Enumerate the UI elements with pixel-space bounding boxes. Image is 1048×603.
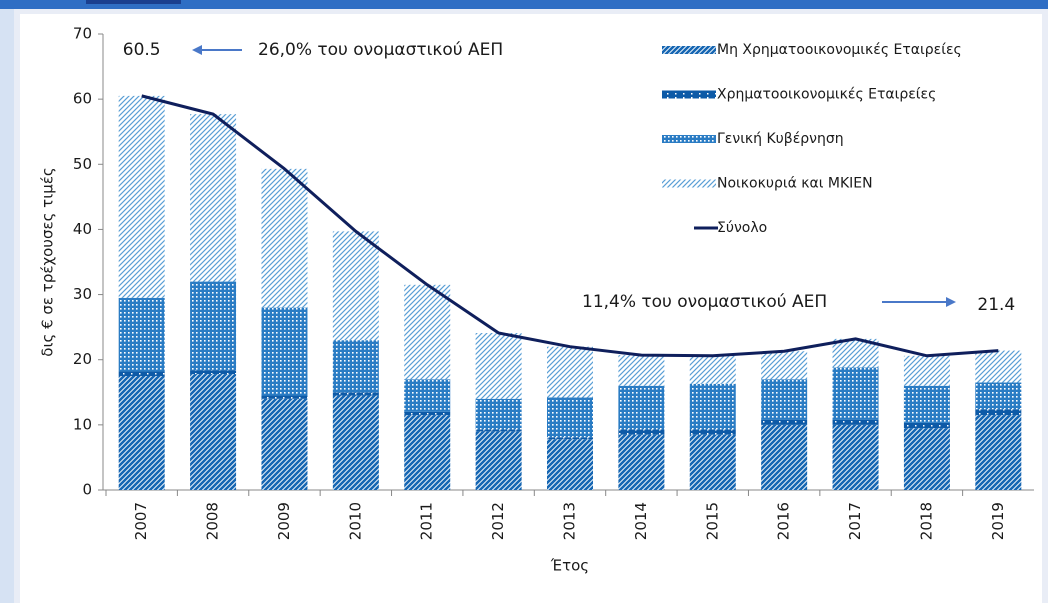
bar-segment [404, 415, 451, 490]
bar-segment [618, 355, 665, 386]
bar-segment [761, 379, 808, 420]
bar-segment [903, 385, 950, 423]
y-tick-label: 50 [73, 155, 92, 173]
bar-segment [547, 437, 593, 440]
bar-segment [261, 168, 308, 308]
x-tick-label: 2007 [132, 502, 150, 540]
x-tick-label: 2018 [917, 502, 935, 540]
bar-segment [547, 439, 593, 490]
annotation: 26,0% του ονομαστικού ΑΕΠ [258, 40, 503, 60]
bar-segment [261, 398, 308, 490]
bar-segment [190, 281, 237, 371]
x-tick-label: 2009 [275, 502, 293, 540]
bar-segment [547, 346, 593, 398]
x-tick-label: 2012 [489, 502, 507, 540]
bar-segment [261, 395, 308, 399]
x-axis-title: Έτος [550, 557, 589, 575]
legend-swatch [662, 90, 716, 99]
bar-segment [332, 231, 379, 341]
x-tick-label: 2014 [632, 502, 650, 540]
y-tick-label: 30 [73, 285, 92, 303]
bar-segment [261, 307, 308, 396]
y-tick-label: 0 [82, 481, 92, 499]
bar-segment [547, 397, 593, 438]
bar-segment [618, 434, 665, 490]
bar-segment [761, 419, 808, 425]
bar-segment [118, 376, 165, 490]
annotation: 11,4% του ονομαστικού ΑΕΠ [582, 292, 827, 312]
bar-segment [689, 434, 736, 490]
bar-segment [903, 428, 950, 490]
side-strip [0, 9, 14, 603]
data-label: 21.4 [977, 295, 1015, 315]
legend-label: Γενική Κυβέρνηση [717, 131, 844, 147]
annotation-arrowhead [946, 297, 956, 307]
bar-segment [475, 431, 522, 490]
bar-segment [118, 297, 165, 372]
bar-segment [832, 424, 879, 490]
bar-segment [761, 351, 808, 380]
bar-segment [689, 355, 736, 384]
bar-segment [404, 284, 451, 380]
bar-segment [332, 340, 379, 393]
x-tick-label: 2019 [989, 502, 1007, 540]
bar-segment [689, 429, 736, 435]
bar-segment [975, 350, 1022, 383]
bar-segment [332, 395, 379, 490]
legend-label: Νοικοκυριά και ΜΚΙΕΝ [717, 176, 873, 192]
x-tick-label: 2010 [346, 502, 364, 540]
x-tick-label: 2013 [561, 502, 579, 540]
bar-segment [975, 382, 1022, 410]
legend-swatch [662, 46, 716, 54]
y-tick-label: 60 [73, 90, 92, 108]
y-axis-title: δις € σε τρέχουσες τιμές [39, 167, 57, 356]
bar-segment [903, 422, 950, 429]
total-line [141, 94, 999, 358]
bar-segment [190, 374, 237, 490]
bar-segment [618, 429, 665, 435]
annotation-arrowhead [192, 45, 202, 55]
x-tick-label: 2008 [204, 502, 222, 540]
header-strip [0, 0, 1048, 9]
legend-label: Χρηματοοικονομικές Εταιρείες [717, 87, 936, 103]
bar-segment [689, 383, 736, 430]
x-tick-label: 2016 [775, 502, 793, 540]
bar-segment [903, 355, 950, 386]
legend-swatch [662, 179, 716, 188]
bar-segment [118, 95, 165, 298]
bar-segment [118, 371, 165, 376]
x-tick-label: 2017 [846, 502, 864, 540]
bar-segment [975, 409, 1022, 416]
bar-segment [975, 415, 1022, 490]
x-tick-label: 2011 [418, 502, 436, 540]
bar-segment [190, 370, 237, 375]
y-tick-label: 40 [73, 220, 92, 238]
bar-segment [404, 411, 451, 416]
data-label: 60.5 [123, 40, 161, 60]
bar-segment [832, 419, 879, 425]
bar-segment [190, 114, 237, 282]
legend-label: Σύνολο [717, 220, 767, 236]
x-tick-label: 2015 [703, 502, 721, 540]
y-tick-label: 10 [73, 415, 92, 433]
bar-segment [404, 379, 451, 412]
bar-segment [832, 367, 879, 420]
legend-swatch [662, 135, 716, 143]
bar-segment [332, 392, 379, 396]
bar-segment [475, 429, 522, 432]
bar-segment [475, 398, 522, 430]
bar-segment [475, 333, 522, 399]
y-tick-label: 70 [73, 25, 92, 43]
header-tab [86, 0, 181, 4]
bar-segment [761, 424, 808, 490]
legend-label: Μη Χρηματοοικονομικές Εταιρείες [717, 42, 962, 58]
y-tick-label: 20 [73, 350, 92, 368]
bar-segment [618, 385, 665, 430]
